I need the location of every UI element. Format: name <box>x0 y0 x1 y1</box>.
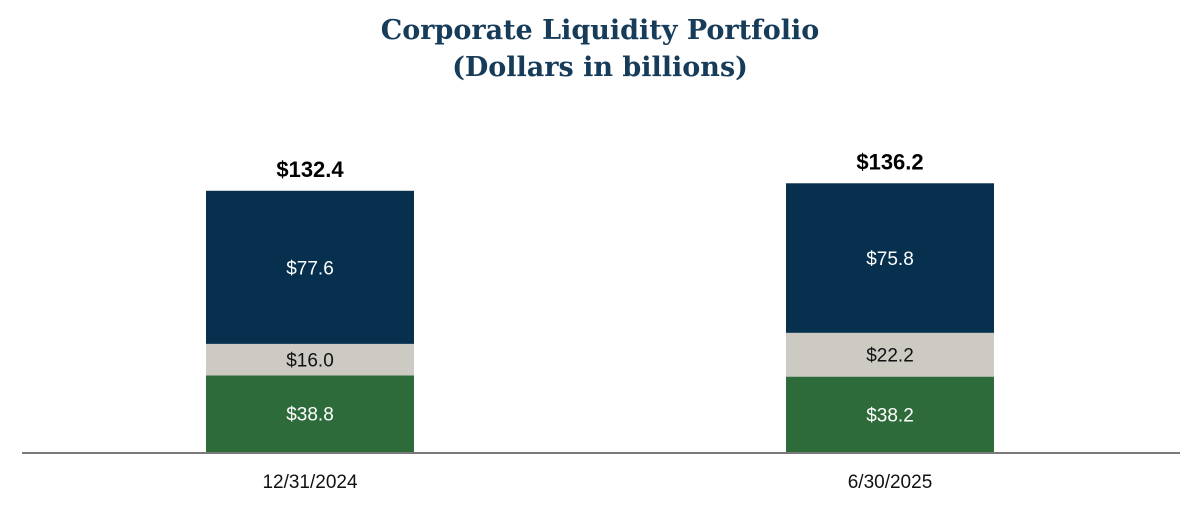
bar-segment <box>786 332 994 377</box>
bar-segment <box>206 190 414 344</box>
x-tick-label: 12/31/2024 <box>262 472 358 493</box>
chart-title-block: Corporate Liquidity Portfolio (Dollars i… <box>0 12 1200 86</box>
chart-subtitle: (Dollars in billions) <box>452 52 748 83</box>
chart-title: Corporate Liquidity Portfolio <box>380 15 820 46</box>
data-label: $38.2 <box>866 405 914 426</box>
bar-segment <box>206 343 414 376</box>
total-label: $132.4 <box>276 157 344 182</box>
data-label: $75.8 <box>866 249 914 270</box>
total-label: $136.2 <box>856 149 923 174</box>
bar-segment <box>206 375 414 452</box>
bar-segment <box>786 376 994 452</box>
data-label: $22.2 <box>866 346 914 367</box>
data-label: $38.8 <box>286 405 334 426</box>
bar-segment <box>786 183 994 333</box>
data-label: $16.0 <box>286 351 334 372</box>
x-tick-label: 6/30/2025 <box>848 472 933 493</box>
data-label: $77.6 <box>286 258 334 279</box>
